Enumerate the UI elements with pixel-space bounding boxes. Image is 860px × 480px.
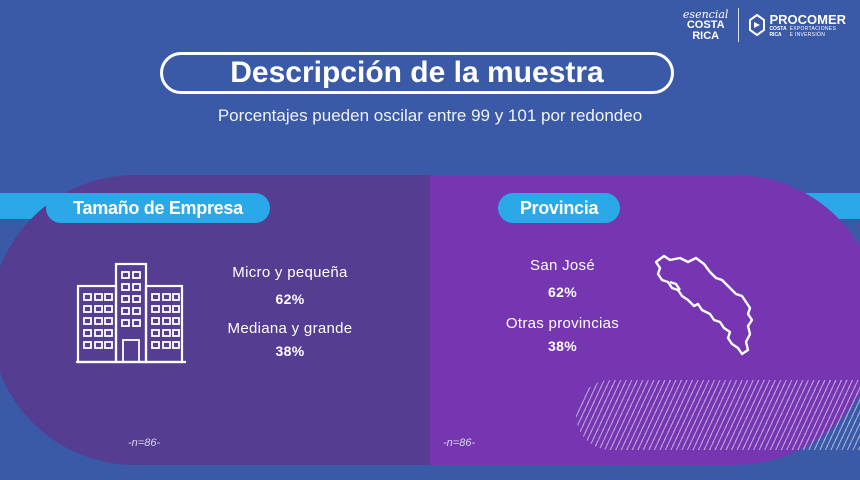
province-item-2-value: 38% [548,338,577,354]
company-size-label-text: Tamaño de Empresa [73,197,243,218]
province-item-2-name: Otras provincias [505,315,620,332]
procomer-name: PROCOMER [769,11,846,27]
company-size-item-1-value: 62% [275,291,305,307]
company-size-sample-note: -n=86- [128,437,161,449]
company-size-item-2: Mediana y grande 38% [210,320,370,360]
building-icon [76,262,186,364]
province-item-1-name: San José [530,257,595,274]
province-panel [430,175,860,465]
company-size-item-1-name: Micro y pequeña [232,264,348,281]
company-size-panel [0,175,440,465]
page-subtitle: Porcentajes pueden oscilar entre 99 y 10… [217,106,643,125]
province-label: Provincia [498,193,620,223]
procomer-sub1: EXPORTACIONES [789,25,837,32]
company-size-item-2-name: Mediana y grande [227,320,353,337]
province-label-text: Provincia [519,197,599,218]
province-item-2: Otras provincias 38% [485,315,640,355]
company-size-item-2-value: 38% [275,343,305,359]
costa-rica-map-icon [654,254,754,356]
company-size-label: Tamaño de Empresa [46,193,270,223]
company-size-item-1: Micro y pequeña 62% [210,264,370,308]
decorative-hatch [576,380,860,450]
province-item-1-value: 62% [548,284,577,300]
procomer-line2: RICA [769,31,782,38]
procomer-mark-icon [749,14,766,36]
procomer-logo: PROCOMER COSTA RICA EXPORTACIONES E INVE… [749,13,846,38]
province-item-1: San José 62% [485,257,640,301]
procomer-sub2: E INVERSIÓN [789,31,826,38]
header-logos: esencial COSTA RICA PROCOMER COSTA RICA … [683,8,846,42]
page-title: Descripción de la muestra [160,52,674,94]
logo-divider [738,8,740,42]
logo-line2: RICA [692,29,720,42]
province-sample-note: -n=86- [443,437,476,449]
esencial-costa-rica-logo: esencial COSTA RICA [683,9,729,42]
logo-line1: COSTA [686,18,725,31]
procomer-line1: COSTA [769,25,787,32]
logo-script: esencial [682,7,729,21]
